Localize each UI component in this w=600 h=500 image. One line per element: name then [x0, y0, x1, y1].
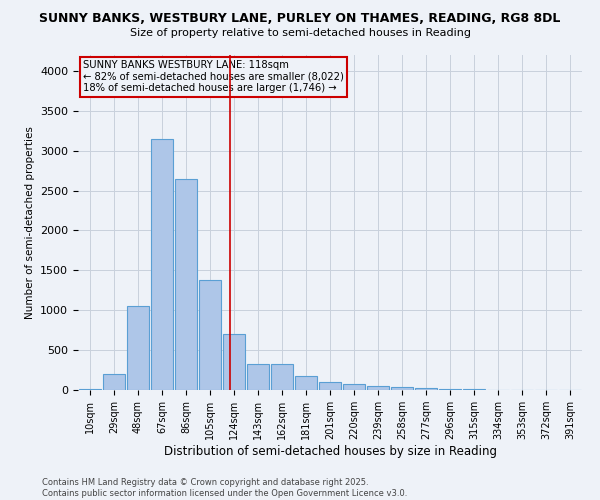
Bar [391, 387, 413, 390]
Bar [175, 178, 197, 390]
Text: Size of property relative to semi-detached houses in Reading: Size of property relative to semi-detach… [130, 28, 470, 38]
Bar [103, 374, 125, 390]
Bar [367, 386, 389, 390]
Y-axis label: Number of semi-detached properties: Number of semi-detached properties [25, 126, 35, 319]
Text: SUNNY BANKS WESTBURY LANE: 118sqm
← 82% of semi-detached houses are smaller (8,0: SUNNY BANKS WESTBURY LANE: 118sqm ← 82% … [83, 60, 344, 93]
Bar [319, 382, 341, 390]
Bar [199, 280, 221, 390]
Bar [151, 139, 173, 390]
Bar [439, 389, 461, 390]
Bar [247, 364, 269, 390]
Bar [295, 376, 317, 390]
X-axis label: Distribution of semi-detached houses by size in Reading: Distribution of semi-detached houses by … [163, 445, 497, 458]
Text: SUNNY BANKS, WESTBURY LANE, PURLEY ON THAMES, READING, RG8 8DL: SUNNY BANKS, WESTBURY LANE, PURLEY ON TH… [40, 12, 560, 26]
Bar [127, 306, 149, 390]
Bar [271, 364, 293, 390]
Text: Contains HM Land Registry data © Crown copyright and database right 2025.
Contai: Contains HM Land Registry data © Crown c… [42, 478, 407, 498]
Bar [415, 388, 437, 390]
Bar [79, 389, 101, 390]
Bar [343, 384, 365, 390]
Bar [223, 334, 245, 390]
